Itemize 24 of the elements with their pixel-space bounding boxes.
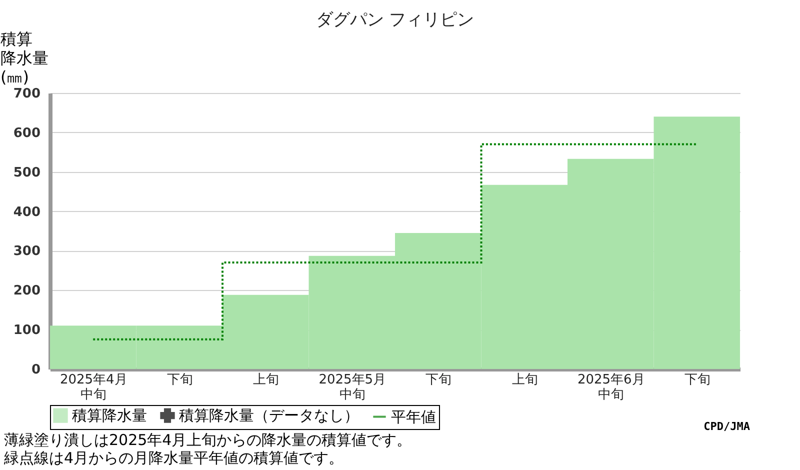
x-tick-label: 下旬 — [684, 372, 710, 388]
y-tick-label: 700 — [13, 86, 40, 102]
x-tick-label: 2025年6月中旬 — [577, 372, 645, 402]
text: CPD/JMA — [704, 420, 750, 433]
x-tick-label: 2025年4月中旬 — [60, 372, 128, 402]
x-tick-label: 2025年5月中旬 — [318, 372, 386, 402]
y-tick-label: 400 — [13, 204, 40, 220]
x-tick-label: 上旬 — [253, 372, 280, 388]
legend-label: 積算降水量 — [72, 406, 147, 425]
y-axis-title: 積算降水量(㎜) — [0, 30, 48, 86]
text: 薄緑塗り潰しは2025年4月上旬からの降水量の積算値です。 — [4, 431, 412, 449]
x-tick-label: 上旬 — [512, 372, 538, 388]
y-tick-label: 500 — [13, 165, 40, 180]
x-tick-label: 下旬 — [426, 372, 452, 388]
legend-label: 平年値 — [391, 408, 436, 426]
x-tick-label: 下旬 — [166, 372, 193, 388]
y-tick-label: 600 — [13, 126, 40, 141]
text: 緑点線は4月からの月降水量平年値の積算値です。 — [4, 449, 344, 467]
y-tick-label: 100 — [13, 323, 40, 338]
y-tick-label: 200 — [13, 284, 40, 299]
chart-title: ダグパン フィリピン — [316, 10, 474, 30]
y-tick-label: 0 — [31, 362, 40, 378]
y-tick-label: 300 — [13, 244, 40, 260]
legend-label: 積算降水量（データなし） — [179, 406, 359, 425]
